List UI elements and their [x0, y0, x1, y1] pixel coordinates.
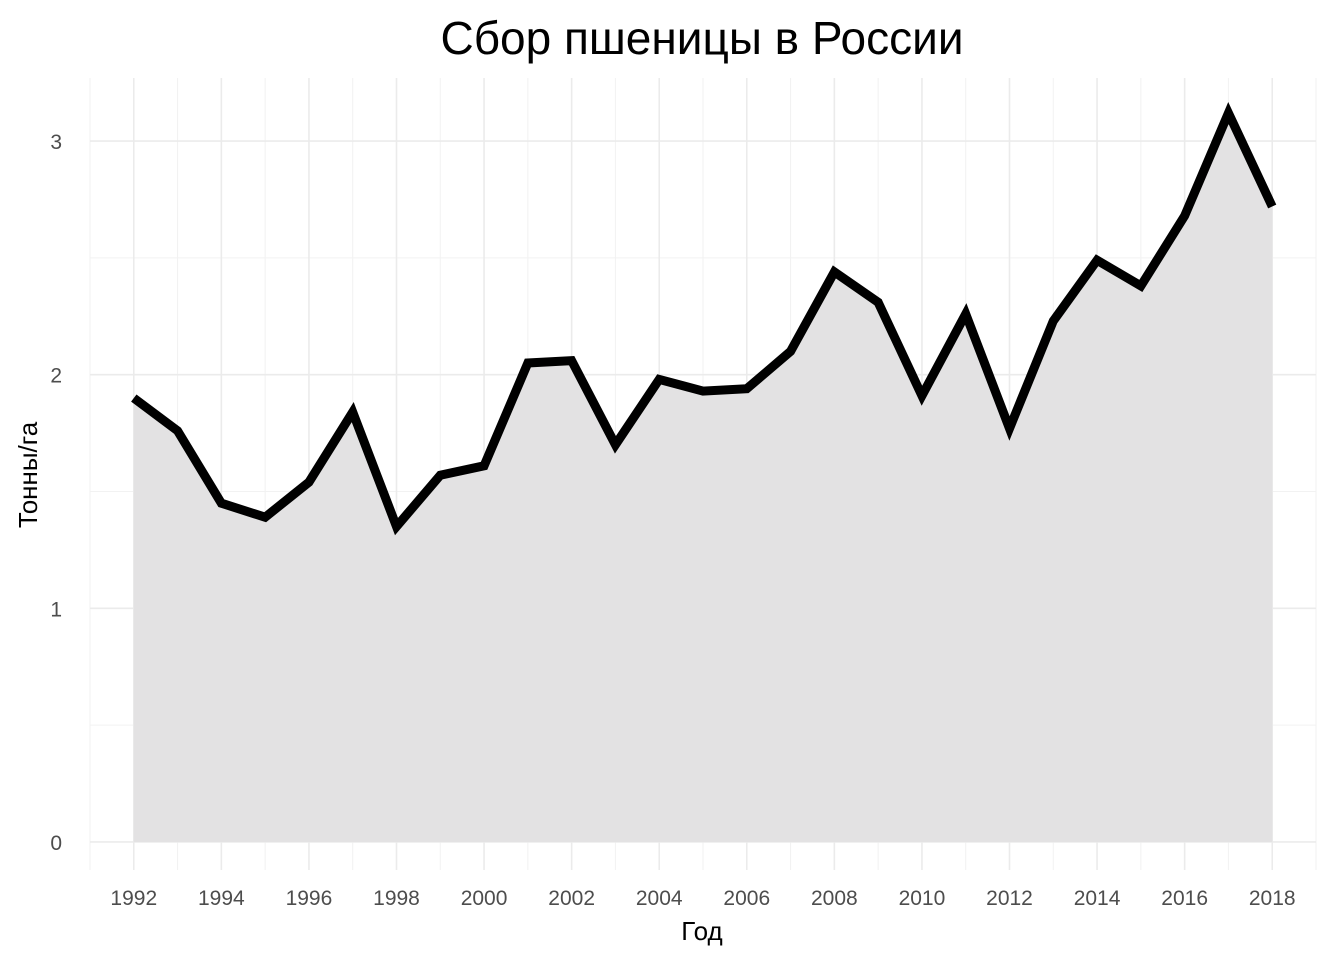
x-tick-label: 2018 [1249, 887, 1296, 910]
y-axis-label: Тонны/га [13, 421, 43, 528]
y-axis-ticks: 0 1 2 3 [50, 131, 62, 855]
x-tick-label: 2010 [899, 887, 946, 910]
x-tick-label: 2006 [723, 887, 770, 910]
y-tick-label: 0 [50, 832, 62, 855]
chart-title: Сбор пшеницы в России [440, 12, 963, 64]
y-tick-label: 1 [50, 598, 62, 621]
y-tick-label: 3 [50, 131, 62, 154]
x-tick-label: 2008 [811, 887, 858, 910]
x-tick-label: 2012 [986, 887, 1033, 910]
x-tick-label: 2016 [1161, 887, 1208, 910]
x-tick-label: 1996 [286, 887, 333, 910]
x-tick-label: 2014 [1074, 887, 1121, 910]
x-tick-label: 2004 [636, 887, 683, 910]
x-tick-label: 1992 [110, 887, 157, 910]
x-axis-label: Год [681, 916, 722, 946]
series-line [131, 102, 1277, 536]
y-tick-label: 2 [50, 365, 62, 388]
x-tick-label: 2002 [548, 887, 595, 910]
x-tick-label: 2000 [461, 887, 508, 910]
area-fill [133, 113, 1273, 842]
x-tick-label: 1994 [198, 887, 245, 910]
x-tick-label: 1998 [373, 887, 420, 910]
x-axis-ticks: 1992 1994 1996 1998 2000 2002 2004 2006 2008 2010… [110, 887, 1295, 910]
